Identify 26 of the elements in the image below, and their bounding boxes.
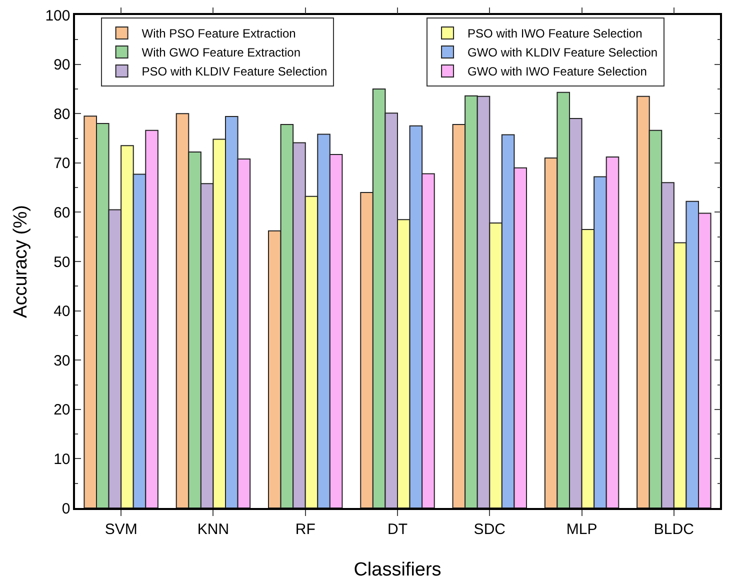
legend-label: GWO with IWO Feature Selection [468,64,647,79]
x-tick-label: SDC [474,520,506,538]
x-tick-label: MLP [566,520,598,538]
y-tick-label: 70 [54,155,70,172]
x-axis-title: Classifiers [354,560,442,580]
legend-label: GWO with KLDIV Feature Selection [468,46,658,60]
y-tick-label: 100 [45,7,70,24]
legend-label: PSO with KLDIV Feature Selection [142,64,328,79]
y-tick-label: 30 [54,352,70,370]
x-tick-label: SVM [104,520,138,538]
y-tick-label: 90 [54,56,70,74]
y-axis-title: Accuracy (%) [10,205,32,318]
x-tick-label: DT [388,520,408,538]
y-tick-label: 80 [54,106,70,123]
y-tick-label: 50 [54,254,70,271]
y-tick-label: 10 [54,450,70,468]
y-tick-label: 0 [62,500,70,518]
x-tick-label: KNN [197,520,230,538]
x-tick-label: RF [295,520,316,538]
x-tick-label: BLDC [654,520,694,538]
legend-label: With PSO Feature Extraction [142,26,296,41]
y-tick-label: 40 [54,303,70,320]
y-tick-label: 20 [54,402,70,419]
y-tick-label: 60 [54,204,70,222]
legend-label: With GWO Feature Extraction [142,46,301,60]
legend-label: PSO with IWO Feature Selection [468,26,642,41]
